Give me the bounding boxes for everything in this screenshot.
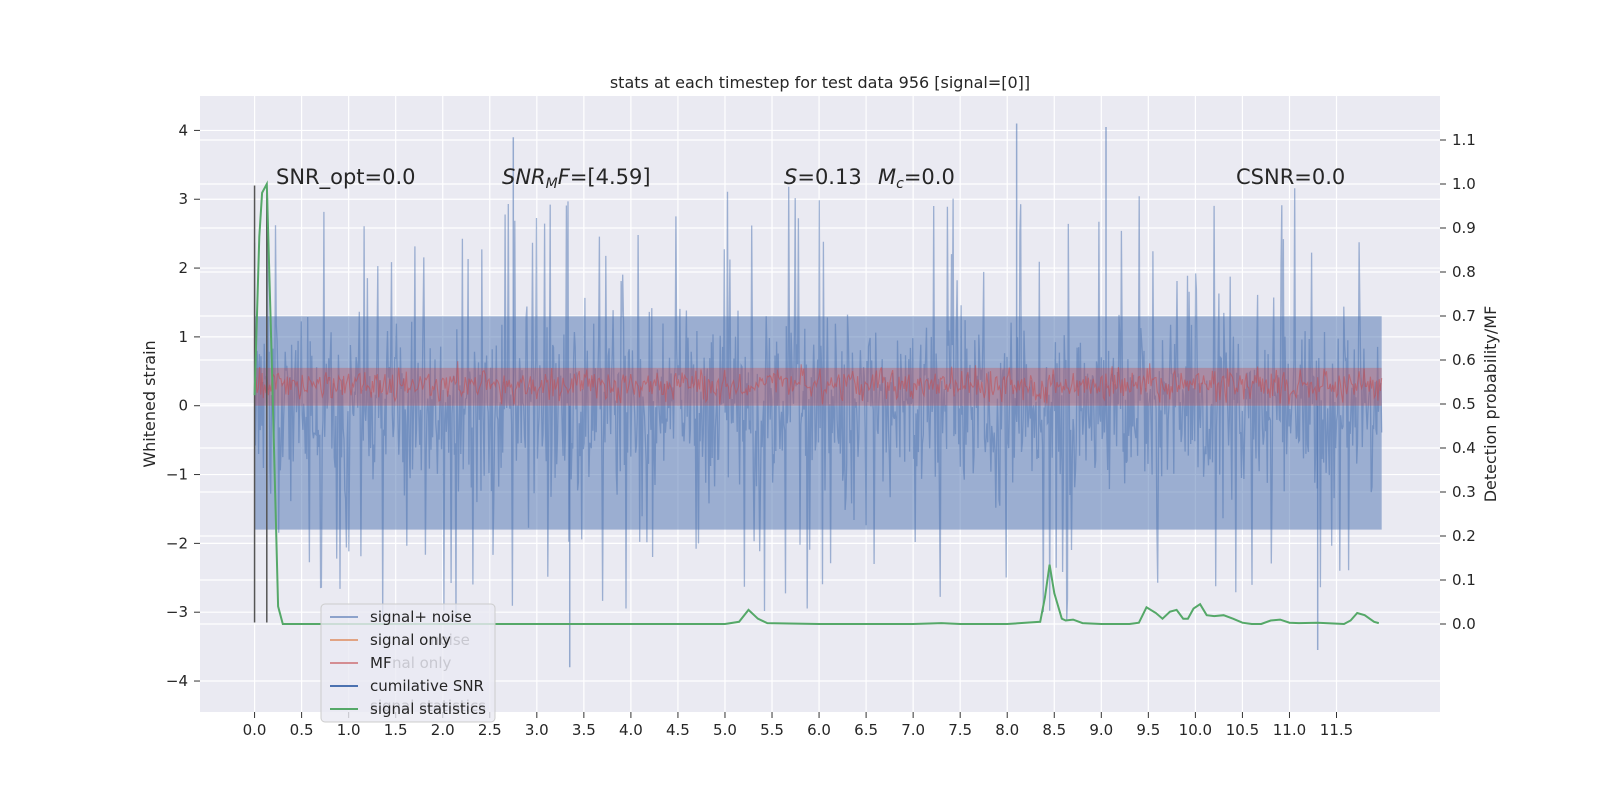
- legend-label-cumulative-snr: cumilative SNR: [370, 677, 484, 695]
- x-tick-label-11: 5.5: [760, 721, 784, 739]
- x-tick-label-16: 8.0: [995, 721, 1019, 739]
- x-tick-label-17: 8.5: [1042, 721, 1066, 739]
- x-tick-label-18: 9.0: [1089, 721, 1113, 739]
- y-tick-label-7: −3: [166, 603, 188, 621]
- y2-tick-label-4: 0.7: [1452, 307, 1476, 325]
- x-tick-label-9: 4.5: [666, 721, 690, 739]
- x-tick-label-15: 7.5: [948, 721, 972, 739]
- y-axis-title: Whitened strain: [140, 340, 159, 467]
- y2-tick-label-7: 0.4: [1452, 439, 1476, 457]
- x-tick-label-12: 6.0: [807, 721, 831, 739]
- y-tick-label-6: −2: [166, 534, 188, 552]
- x-tick-label-3: 1.5: [384, 721, 408, 739]
- annotation-mc: Mc=0.0: [878, 165, 955, 192]
- legend-ghost-noise: noise: [430, 631, 470, 649]
- y-axis-right: 1.1 1.0 0.9 0.8 0.7 0.6 0.5 0.4 0.3 0.2 0.1 0.0: [1440, 131, 1476, 633]
- y-tick-label-4: 0: [178, 397, 188, 415]
- annotation-csnr: CSNR=0.0: [1236, 165, 1345, 189]
- legend-box: [320, 603, 496, 723]
- legend-ghost-signal-only: nal only: [392, 654, 451, 672]
- x-tick-label-6: 3.0: [525, 721, 549, 739]
- series-mf-line: [254, 361, 1383, 405]
- annotation-snr-mf: SNRMF=[4.59]: [502, 165, 651, 192]
- x-tick-label-23: 11.5: [1320, 721, 1353, 739]
- chart-title: stats at each timestep for test data 956…: [610, 73, 1030, 92]
- x-tick-label-13: 6.5: [854, 721, 878, 739]
- x-tick-label-20: 10.0: [1179, 721, 1212, 739]
- y2-tick-label-11: 0.0: [1452, 615, 1476, 633]
- x-tick-label-10: 5.0: [713, 721, 737, 739]
- y2-tick-label-1: 1.0: [1452, 175, 1476, 193]
- series-layer: [253, 123, 1383, 668]
- x-tick-label-1: 0.5: [290, 721, 314, 739]
- legend-ghost-signal-statistics: signal statistics: [370, 697, 486, 715]
- y2-tick-label-6: 0.5: [1452, 395, 1476, 413]
- mf-core-band: [254, 367, 1382, 406]
- y2-tick-label-2: 0.9: [1452, 219, 1476, 237]
- x-tick-label-7: 3.5: [572, 721, 596, 739]
- signal-noise-core-band: [254, 316, 1382, 530]
- y2-tick-label-9: 0.2: [1452, 527, 1476, 545]
- y-axis-left: 4 3 2 1 0 −1 −2 −3 −4: [166, 121, 200, 690]
- legend-label-signal-noise: signal+ noise: [370, 608, 472, 626]
- legend-label-mf: MF: [370, 654, 392, 672]
- x-tick-label-19: 9.5: [1136, 721, 1160, 739]
- x-tick-label-8: 4.0: [619, 721, 643, 739]
- x-axis: 0.0 0.5 1.0 1.5 2.0 2.5 3.0 3.5 4.0 4.5 5.0 5.5 6.0 6…: [243, 712, 1353, 739]
- x-tick-label-21: 10.5: [1226, 721, 1259, 739]
- x-tick-label-0: 0.0: [243, 721, 267, 739]
- y-tick-label-0: 4: [178, 121, 188, 139]
- y-tick-label-1: 3: [178, 190, 188, 208]
- annotation-snr-opt: SNR_opt=0.0: [276, 165, 416, 190]
- legend: noise nal only signal statistics signal+…: [320, 603, 496, 723]
- legend-label-signal-only: signal only: [370, 631, 451, 649]
- x-tick-label-14: 7.0: [901, 721, 925, 739]
- y2-tick-label-3: 0.8: [1452, 263, 1476, 281]
- y-tick-label-5: −1: [166, 466, 188, 484]
- x-tick-label-22: 11.0: [1273, 721, 1306, 739]
- x-tick-label-2: 1.0: [337, 721, 361, 739]
- x-tick-label-5: 2.5: [478, 721, 502, 739]
- annotation-s: S=0.13: [784, 165, 862, 189]
- y-tick-label-8: −4: [166, 672, 188, 690]
- legend-label-signal-statistics: signal statistics: [370, 700, 486, 718]
- y-tick-label-2: 2: [178, 259, 188, 277]
- y2-axis-title: Detection probability/MF: [1481, 306, 1500, 503]
- y2-tick-label-8: 0.3: [1452, 483, 1476, 501]
- y2-tick-label-5: 0.6: [1452, 351, 1476, 369]
- y-tick-label-3: 1: [178, 328, 188, 346]
- series-signal-statistics-line: [253, 180, 1380, 626]
- y2-tick-label-10: 0.1: [1452, 571, 1476, 589]
- y2-tick-label-0: 1.1: [1452, 131, 1476, 149]
- x-tick-label-4: 2.0: [431, 721, 455, 739]
